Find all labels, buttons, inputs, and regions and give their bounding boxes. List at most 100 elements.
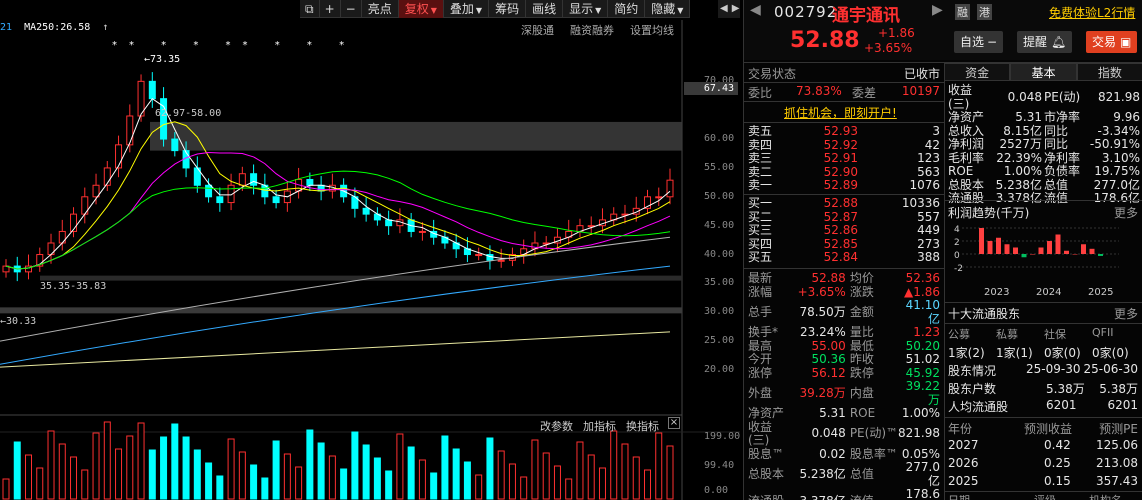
volume-bar — [441, 435, 449, 500]
order-row[interactable]: 买四 52.85 273 — [748, 237, 940, 252]
arrow-left-icon[interactable]: ◀ — [720, 3, 728, 14]
toolbar-item-2[interactable]: − — [341, 0, 362, 18]
candle — [565, 219, 573, 245]
stat-key: 涨幅 — [748, 284, 773, 299]
status-label: 交易状态 — [748, 67, 797, 81]
holders-header: QFII — [1092, 326, 1114, 339]
next-stock-icon[interactable]: ▶ — [932, 2, 943, 18]
tag-hk: 港 — [977, 4, 992, 20]
order-row[interactable]: 卖四 52.92 42 — [748, 137, 940, 153]
candle — [576, 218, 584, 238]
promo-link[interactable]: 免费体验L2行情 — [1049, 6, 1136, 20]
volume-close-icon[interactable]: × — [668, 417, 680, 429]
bid-table: 买一 52.88 10336 买二 52.87 557 买三 52.86 449 买四 52.85 2… — [748, 196, 940, 265]
toolbar-item-6[interactable]: 筹码 — [489, 0, 527, 18]
holders-row-key: 股东情况 — [948, 364, 997, 378]
volume-axis-label: 0.00 — [704, 485, 729, 496]
chart-area[interactable]: ⧉ + − 亮点 复权 ▼ 叠加 ▼ 筹码 画线 显示 ▼ 简约 隐藏 ▼ ◀ ▶ 21 MA250:26.… — [0, 0, 740, 500]
candle — [205, 178, 213, 203]
toolbar-item-3[interactable]: 亮点 — [362, 0, 399, 18]
volume-bar — [13, 441, 21, 500]
order-row[interactable]: 买五 52.84 388 — [748, 250, 940, 265]
order-label: 卖三 — [748, 151, 773, 165]
arrow-right-icon[interactable]: ▶ — [731, 3, 740, 14]
price-axis-label: 35.00 — [704, 277, 735, 289]
order-row[interactable]: 卖五 52.93 3 — [748, 124, 940, 139]
toolbar-item-7[interactable]: 画线 — [526, 0, 564, 18]
order-row[interactable]: 卖一 52.89 1076 — [748, 178, 940, 193]
stat-key: 总手 — [748, 304, 773, 319]
toolbar-item-5[interactable]: 叠加 ▼ — [444, 0, 490, 18]
candle — [317, 176, 325, 201]
volume-sub-link[interactable]: 改参数 — [540, 420, 573, 433]
chevron-down-icon: ▼ — [595, 6, 602, 15]
fund-value: 2527万 — [999, 137, 1042, 151]
open-account-link[interactable]: 抓住机会，即刻开户! — [784, 106, 897, 120]
info-tab[interactable]: 基本 — [1010, 63, 1077, 81]
toolbar-item-8[interactable]: 显示 ▼ — [563, 0, 609, 18]
toolbar-item-4[interactable]: 复权 ▼ — [398, 0, 444, 18]
order-volume: 449 — [917, 223, 940, 237]
stat-key: ROE — [849, 406, 876, 420]
order-volume: 388 — [917, 250, 940, 264]
volume-axis-label: 199.00 — [704, 431, 740, 442]
watchlist-button[interactable]: 自选 − — [954, 31, 1004, 53]
stat-key: 股息率™ — [849, 446, 898, 461]
low-band-label: 35.35-35.83 — [40, 281, 107, 292]
trade-button[interactable]: 交易 ▣ — [1086, 31, 1138, 53]
fund-key: 同比 — [1044, 137, 1069, 151]
candle — [2, 259, 10, 278]
order-row[interactable]: 卖二 52.90 563 — [748, 164, 940, 180]
profit-bar — [996, 237, 1001, 254]
profit-more[interactable]: 更多 — [1113, 206, 1138, 220]
price-axis-label: 45.00 — [704, 219, 735, 231]
stat-value: 0.048 — [811, 426, 846, 441]
order-volume: 10336 — [901, 196, 940, 210]
toolbar-item-1[interactable]: + — [320, 0, 341, 18]
candle — [92, 173, 100, 205]
fund-key: 市净率 — [1044, 110, 1081, 124]
profit-axis-label: 4 — [954, 225, 960, 235]
order-volume: 563 — [917, 164, 940, 179]
holders-more[interactable]: 更多 — [1113, 307, 1138, 321]
stat-key: 涨停 — [748, 365, 773, 380]
order-row[interactable]: 买二 52.87 557 — [748, 209, 940, 225]
order-row[interactable]: 买三 52.86 449 — [748, 223, 940, 238]
volume-bar — [193, 449, 201, 500]
price-axis-label: 20.00 — [704, 364, 735, 375]
chart-sub-link[interactable]: 融资融券 — [570, 24, 614, 37]
stat-key: 量比 — [849, 325, 874, 339]
info-tab[interactable]: 指数 — [1076, 63, 1142, 81]
volume-bar — [632, 456, 640, 500]
stat-value: 51.02 — [905, 352, 940, 366]
volume-bar — [115, 448, 123, 500]
fund-row: 总股本 5.238亿 总值 277.0亿 — [948, 178, 1140, 193]
fund-key: 收益(三) — [948, 83, 973, 111]
volume-bar — [171, 423, 179, 500]
forecast-eps: 0.25 — [1044, 456, 1071, 470]
chart-sub-link[interactable]: 深股通 — [521, 24, 554, 37]
volume-sub-link[interactable]: 加指标 — [583, 420, 616, 433]
order-price: 52.92 — [823, 137, 858, 152]
info-tab[interactable]: 资金 — [944, 63, 1011, 81]
toolbar-item-0[interactable]: ⧉ — [300, 0, 320, 18]
stat-key: 总值 — [849, 466, 874, 481]
order-row[interactable]: 买一 52.88 10336 — [748, 196, 940, 211]
candle — [25, 254, 33, 280]
prev-stock-icon[interactable]: ◀ — [750, 2, 761, 18]
toolbar-item-10[interactable]: 隐藏 ▼ — [645, 0, 691, 18]
stat-key: 流值 — [846, 488, 898, 500]
remind-button[interactable]: 提醒 🔔︎ — [1017, 31, 1073, 53]
max-price-value: 73.35 — [150, 54, 181, 65]
order-volume: 557 — [917, 209, 940, 224]
volume-sub-link[interactable]: 换指标 — [626, 420, 659, 433]
fund-value: 3.10% — [1101, 150, 1140, 165]
chevron-down-icon: ▼ — [475, 6, 483, 15]
order-row[interactable]: 卖三 52.91 123 — [748, 151, 940, 166]
volume-bar — [92, 432, 100, 500]
candle — [441, 230, 449, 249]
volume-bar — [542, 452, 550, 500]
chart-sub-link[interactable]: 设置均线 — [630, 24, 674, 37]
toolbar-item-9[interactable]: 简约 — [608, 0, 646, 18]
kline-chart[interactable] — [0, 0, 740, 500]
